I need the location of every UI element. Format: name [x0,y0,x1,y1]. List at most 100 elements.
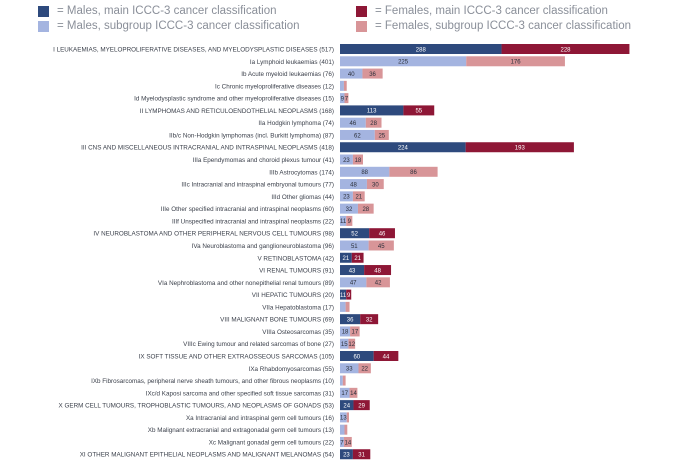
bar-females [364,265,392,276]
data-label-males: 21 [343,256,350,262]
legend-swatch [356,5,367,17]
category-label: X GERM CELL TUMOURS, TROPHOBLASTIC TUMOU… [59,403,334,410]
data-label-females: 9 [347,293,351,299]
bar-females [366,179,384,190]
legend-swatch [356,20,367,32]
category-label: IIIf Unspecified intracranial and intras… [172,218,334,225]
data-label-males: 40 [348,72,355,78]
data-label-males: 23 [343,195,350,201]
bar-males [340,252,352,263]
category-label: IIIc Intracranial and intraspinal embryo… [181,182,334,189]
bar-females [352,449,371,460]
data-label-females: 14 [350,391,357,397]
data-label-females: 193 [515,146,526,152]
data-label-females: 36 [369,72,376,78]
bar-males [340,191,353,202]
category-label: IXb Fibrosarcomas, peripheral nerve shea… [91,378,334,385]
data-label-males: 288 [416,47,427,53]
bar-females [403,105,435,116]
data-label-males: 51 [351,244,358,250]
bar-males [340,80,344,91]
data-label-males: 15 [341,342,348,348]
bar-males [340,44,502,54]
bar-males [340,142,466,153]
data-label-females: 31 [358,453,365,459]
data-label-males: 9 [341,96,345,102]
data-label-males: 23 [343,453,350,459]
category-label: XI OTHER MALIGNANT EPITHELIAL NEOPLASMS … [80,452,334,459]
legend-females-sub: = Females, subgroup ICCC-3 cancer classi… [356,20,631,32]
bar-females [349,387,358,398]
bar-females [358,363,371,374]
data-label-females: 28 [362,207,369,213]
data-label-females: 28 [370,121,377,127]
data-label-females: 44 [383,354,390,360]
data-label-females: 30 [372,182,379,188]
legend-females-main: = Females, main ICCC-3 cancer classifica… [356,5,608,17]
category-label: Xa Intracranial and intraspinal germ cel… [186,415,334,422]
bar-males [340,105,404,116]
data-label-females: 32 [366,317,373,323]
data-label-males: 48 [350,182,357,188]
category-label: Xc Malignant gonadal germ cell tumours (… [209,439,334,446]
bar-males [340,363,359,374]
bar-females [368,240,394,251]
bar-females [466,56,565,67]
bar-females [352,191,365,202]
data-label-males: 224 [398,146,409,152]
data-label-females: 14 [345,440,352,446]
bar-females [501,44,630,54]
data-label-females: 42 [375,281,382,287]
category-label: Ib Acute myeloid leukaemias (76) [241,71,334,78]
category-label: VII HEPATIC TUMOURS (20) [252,292,334,299]
bar-females [352,154,363,165]
data-label-females: 228 [560,47,571,53]
bar-males [340,338,349,349]
bar-females [343,80,347,91]
bar-males [340,326,351,337]
data-label-females: 18 [355,158,362,164]
category-label: IIIb Astrocytomas (174) [269,169,334,176]
category-label: Ia Lymphoid leukaemias (401) [250,59,334,66]
data-label-females: 55 [415,109,422,115]
category-label: Ic Chronic myeloproliferative diseases (… [215,83,334,90]
data-label-females: 29 [358,403,365,409]
category-label: I LEUKAEMIAS, MYELOPROLIFERATIVE DISEASE… [53,47,334,54]
category-label: II LYMPHOMAS AND RETICULOENDOTHELIAL NEO… [140,108,334,115]
category-label: IVa Neuroblastoma and ganglioneuroblasto… [192,243,334,250]
bar-males [340,436,344,447]
data-label-males: 47 [350,281,357,287]
data-label-females: 22 [361,367,368,373]
category-label: Id Myelodysplastic syndrome and other my… [134,96,334,103]
category-label: IX SOFT TISSUE AND OTHER EXTRAOSSEOUS SA… [139,354,334,361]
bar-females [353,400,370,411]
category-label: VIIa Hepatoblastoma (17) [262,304,334,311]
bar-males [340,56,467,67]
bar-males [340,387,350,398]
category-label: IIId Other gliomas (44) [271,194,334,201]
bar-males [340,265,365,276]
bar-females [346,289,352,300]
bar-females [369,228,395,239]
bar-females [346,412,349,423]
category-label: IV NEUROBLASTOMA AND OTHER PERIPHERAL NE… [93,231,334,238]
bar-females [362,68,383,79]
legend-label: = Females, subgroup ICCC-3 cancer classi… [375,20,631,32]
bar-males [340,449,353,460]
bar-females [365,117,382,128]
data-label-males: 43 [349,268,356,274]
data-label-males: 46 [350,121,357,127]
category-label: V RETINOBLASTOMA (42) [257,255,334,262]
data-label-females: 7 [345,96,349,102]
category-label: Xb Malignant extracranial and extragonad… [148,427,334,434]
bar-males [340,154,353,165]
bar-males [340,289,347,300]
bar-females [360,314,379,325]
category-label: VIIIa Osteosarcomas (35) [262,329,334,336]
legend-males-sub: = Males, subgroup ICCC-3 cancer classifi… [38,20,300,32]
data-label-females: 86 [410,170,417,176]
bar-females [465,142,574,153]
data-label-females: 12 [348,342,355,348]
category-label: IXa Rhabdomyosarcomas (55) [249,366,334,373]
